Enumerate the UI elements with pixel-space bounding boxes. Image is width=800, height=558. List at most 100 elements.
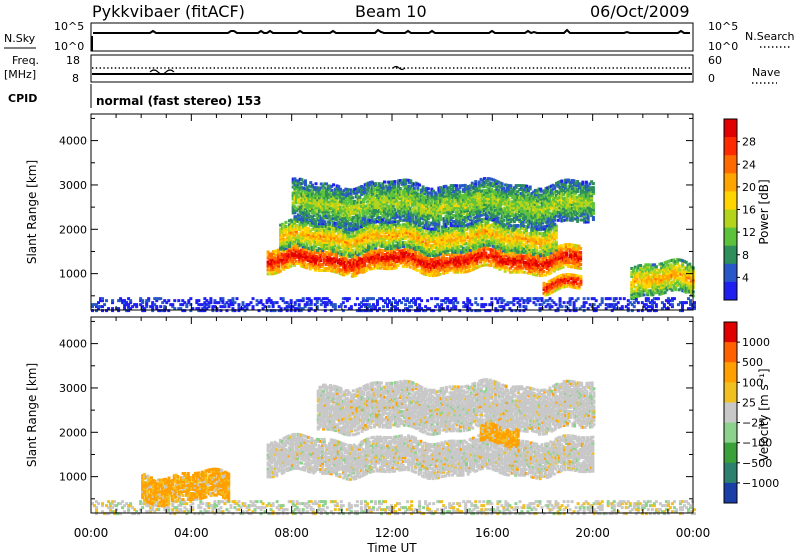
power-cell xyxy=(406,297,409,300)
power-cell xyxy=(332,183,335,186)
power-cell xyxy=(512,303,515,306)
cpid-text: normal (fast stereo) 153 xyxy=(96,94,262,108)
power-cell xyxy=(540,297,543,300)
power-cell xyxy=(663,303,666,306)
power-cell xyxy=(577,297,580,300)
power-cell xyxy=(430,297,433,300)
power-cell xyxy=(284,225,287,228)
power-cell xyxy=(235,297,238,300)
power-cell xyxy=(524,305,527,308)
power-cell xyxy=(555,240,558,243)
power-cell xyxy=(337,185,340,188)
power-cell xyxy=(404,303,407,306)
power-cell xyxy=(103,303,106,306)
power-cell xyxy=(474,297,477,300)
power-cell xyxy=(549,271,552,274)
power-cell xyxy=(159,305,162,308)
power-cell xyxy=(350,305,353,308)
power-cell xyxy=(354,303,357,306)
nave-tick-bottom: 0 xyxy=(708,72,715,85)
power-cell xyxy=(348,297,351,300)
power-cell xyxy=(364,215,367,218)
power-cell xyxy=(587,297,590,300)
power-cell xyxy=(342,301,345,304)
power-cell xyxy=(527,226,530,229)
freq-tick-bottom: 8 xyxy=(72,72,79,85)
power-cell xyxy=(250,301,253,304)
nsky-panel: N.Sky 10^5 10^0 10^5 10^0 N.Search xyxy=(4,20,795,53)
power-cell xyxy=(279,270,282,273)
power-cell xyxy=(595,299,598,302)
power-cell xyxy=(689,299,692,302)
power-cell xyxy=(561,305,564,308)
power-cell xyxy=(298,303,301,306)
power-cell xyxy=(542,270,545,273)
power-cell xyxy=(637,301,640,304)
power-cell xyxy=(647,297,650,300)
power-cell xyxy=(469,265,472,268)
power-cell xyxy=(155,305,158,308)
power-cell xyxy=(167,299,170,302)
power-cell xyxy=(231,297,234,300)
power-cell xyxy=(307,227,310,230)
power-cell xyxy=(171,303,174,306)
cpid-label: CPID xyxy=(8,92,37,105)
nave-tick-top: 60 xyxy=(708,54,722,67)
power-cell xyxy=(358,196,361,199)
power-cell xyxy=(334,250,337,253)
power-cell xyxy=(383,181,386,184)
power-cell xyxy=(579,247,582,250)
power-cell xyxy=(276,301,279,304)
power-cell xyxy=(129,299,132,302)
power-cell xyxy=(426,299,429,302)
power-cell xyxy=(551,305,554,308)
power-cell xyxy=(237,303,240,306)
power-cell xyxy=(484,251,487,254)
power-cell xyxy=(555,303,558,306)
power-cell xyxy=(446,305,449,308)
power-cell xyxy=(356,297,359,300)
freq-glitch-2 xyxy=(393,67,405,70)
power-cell xyxy=(563,301,566,304)
power-cell xyxy=(339,188,342,191)
power-cell xyxy=(559,297,562,300)
power-cell xyxy=(197,299,200,302)
power-cell xyxy=(619,297,622,300)
power-cell xyxy=(105,299,108,302)
power-cell xyxy=(101,297,104,300)
power-cell xyxy=(484,303,487,306)
freq-frame xyxy=(91,55,693,82)
beam-label: Beam 10 xyxy=(355,2,427,21)
date-label: 06/Oct/2009 xyxy=(590,2,690,21)
power-cell xyxy=(290,299,293,302)
power-cell xyxy=(544,274,547,277)
power-cell xyxy=(344,305,347,308)
power-cell xyxy=(334,303,337,306)
power-cell xyxy=(323,220,326,223)
power-cell xyxy=(609,297,612,300)
power-cell xyxy=(518,303,521,306)
nave-label: Nave xyxy=(752,66,780,79)
power-cell xyxy=(439,273,442,276)
power-cell xyxy=(579,251,582,254)
power-cell xyxy=(465,232,468,235)
power-cell xyxy=(583,297,586,300)
power-cell xyxy=(303,262,306,265)
power-cell xyxy=(351,196,354,199)
power-cell xyxy=(135,303,138,306)
power-cell xyxy=(284,221,287,224)
power-cell xyxy=(233,301,236,304)
power-cell xyxy=(633,305,636,308)
nsky-frame xyxy=(91,23,693,51)
power-cell xyxy=(410,305,413,308)
power-cell xyxy=(302,297,305,300)
nsky-tick-bottom: 10^0 xyxy=(54,40,84,53)
power-cell xyxy=(390,301,393,304)
power-cell xyxy=(147,297,150,300)
power-cell xyxy=(470,303,473,306)
power-cell xyxy=(209,297,212,300)
power-cell xyxy=(351,249,354,252)
power-cell xyxy=(623,297,626,300)
